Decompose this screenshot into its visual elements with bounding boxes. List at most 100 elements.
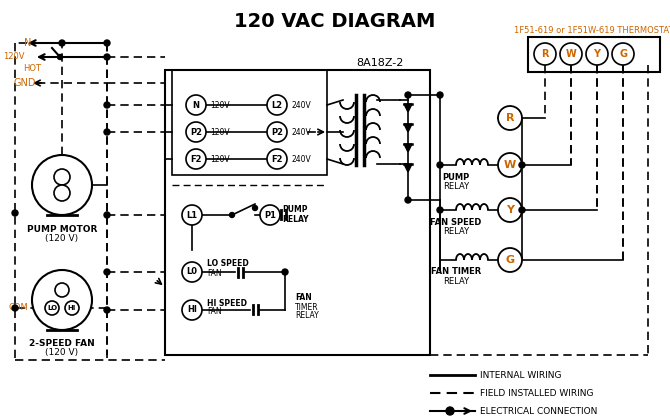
Text: P2: P2 bbox=[190, 127, 202, 137]
Text: L0: L0 bbox=[186, 267, 198, 277]
Circle shape bbox=[612, 43, 634, 65]
Text: HI: HI bbox=[68, 305, 76, 311]
Circle shape bbox=[54, 169, 70, 185]
Text: N: N bbox=[24, 38, 31, 48]
Polygon shape bbox=[404, 164, 412, 172]
Text: P1: P1 bbox=[264, 210, 276, 220]
Circle shape bbox=[45, 301, 59, 315]
Text: W: W bbox=[504, 160, 516, 170]
Polygon shape bbox=[404, 144, 412, 152]
Circle shape bbox=[498, 248, 522, 272]
Text: FIELD INSTALLED WIRING: FIELD INSTALLED WIRING bbox=[480, 388, 594, 398]
Text: FAN TIMER: FAN TIMER bbox=[431, 267, 481, 277]
Circle shape bbox=[12, 305, 18, 311]
Circle shape bbox=[446, 407, 454, 415]
Text: (120 V): (120 V) bbox=[46, 349, 78, 357]
Text: INTERNAL WIRING: INTERNAL WIRING bbox=[480, 370, 561, 380]
Circle shape bbox=[182, 300, 202, 320]
Circle shape bbox=[405, 197, 411, 203]
Text: FAN: FAN bbox=[295, 293, 312, 303]
Circle shape bbox=[267, 95, 287, 115]
Circle shape bbox=[498, 153, 522, 177]
Text: HI: HI bbox=[187, 305, 197, 315]
Text: 120V: 120V bbox=[3, 52, 25, 60]
Text: 240V: 240V bbox=[291, 127, 311, 137]
Circle shape bbox=[54, 185, 70, 201]
Text: Y: Y bbox=[506, 205, 514, 215]
Circle shape bbox=[182, 262, 202, 282]
Text: R: R bbox=[541, 49, 549, 59]
Text: G: G bbox=[505, 255, 515, 265]
Circle shape bbox=[260, 205, 280, 225]
Circle shape bbox=[32, 155, 92, 215]
Circle shape bbox=[534, 43, 556, 65]
Text: F2: F2 bbox=[190, 155, 202, 163]
Text: RELAY: RELAY bbox=[443, 277, 469, 285]
Polygon shape bbox=[404, 104, 412, 112]
Text: L2: L2 bbox=[271, 101, 283, 109]
Text: PUMP MOTOR: PUMP MOTOR bbox=[27, 225, 97, 233]
Bar bbox=[165, 70, 430, 355]
Circle shape bbox=[104, 40, 110, 46]
Text: 120 VAC DIAGRAM: 120 VAC DIAGRAM bbox=[234, 12, 436, 31]
Text: LO SPEED: LO SPEED bbox=[207, 259, 249, 269]
Text: TIMER: TIMER bbox=[295, 303, 319, 311]
Circle shape bbox=[405, 92, 411, 98]
Text: PUMP: PUMP bbox=[282, 204, 308, 214]
Circle shape bbox=[186, 95, 206, 115]
Circle shape bbox=[104, 54, 110, 60]
Text: FAN: FAN bbox=[207, 269, 222, 277]
Circle shape bbox=[282, 269, 288, 275]
Text: 2-SPEED FAN: 2-SPEED FAN bbox=[29, 339, 95, 349]
Text: RELAY: RELAY bbox=[282, 215, 308, 223]
Circle shape bbox=[104, 129, 110, 135]
Circle shape bbox=[437, 92, 443, 98]
Text: HOT: HOT bbox=[23, 64, 41, 72]
Text: RELAY: RELAY bbox=[443, 181, 469, 191]
Circle shape bbox=[58, 54, 62, 59]
Text: R: R bbox=[506, 113, 515, 123]
Circle shape bbox=[253, 205, 257, 210]
Bar bbox=[528, 37, 660, 72]
Circle shape bbox=[32, 270, 92, 330]
Circle shape bbox=[65, 301, 79, 315]
Circle shape bbox=[519, 162, 525, 168]
Text: 240V: 240V bbox=[291, 101, 311, 109]
Circle shape bbox=[267, 149, 287, 169]
Circle shape bbox=[437, 207, 443, 213]
Text: RELAY: RELAY bbox=[443, 227, 469, 235]
Text: 120V: 120V bbox=[210, 127, 230, 137]
Text: FAN SPEED: FAN SPEED bbox=[430, 217, 482, 227]
Circle shape bbox=[104, 212, 110, 218]
Text: 8A18Z-2: 8A18Z-2 bbox=[356, 58, 404, 68]
Text: ELECTRICAL CONNECTION: ELECTRICAL CONNECTION bbox=[480, 406, 598, 416]
Text: G: G bbox=[619, 49, 627, 59]
Polygon shape bbox=[404, 124, 412, 132]
Circle shape bbox=[55, 283, 69, 297]
Text: 120V: 120V bbox=[210, 101, 230, 109]
Text: (120 V): (120 V) bbox=[46, 233, 78, 243]
Text: FAN: FAN bbox=[207, 308, 222, 316]
Text: 240V: 240V bbox=[291, 155, 311, 163]
Text: 1F51-619 or 1F51W-619 THERMOSTAT: 1F51-619 or 1F51W-619 THERMOSTAT bbox=[515, 26, 670, 34]
Text: 120V: 120V bbox=[210, 155, 230, 163]
Text: HI SPEED: HI SPEED bbox=[207, 298, 247, 308]
Circle shape bbox=[182, 205, 202, 225]
Circle shape bbox=[104, 269, 110, 275]
Circle shape bbox=[59, 40, 65, 46]
Circle shape bbox=[186, 149, 206, 169]
Circle shape bbox=[560, 43, 582, 65]
Circle shape bbox=[104, 102, 110, 108]
Text: GND: GND bbox=[14, 78, 36, 88]
Circle shape bbox=[498, 198, 522, 222]
Circle shape bbox=[437, 162, 443, 168]
Circle shape bbox=[586, 43, 608, 65]
Text: COM: COM bbox=[8, 303, 28, 313]
Text: W: W bbox=[565, 49, 576, 59]
Circle shape bbox=[519, 207, 525, 213]
Circle shape bbox=[267, 122, 287, 142]
Text: RELAY: RELAY bbox=[295, 311, 319, 321]
Text: N: N bbox=[192, 101, 200, 109]
Text: P2: P2 bbox=[271, 127, 283, 137]
Circle shape bbox=[498, 106, 522, 130]
